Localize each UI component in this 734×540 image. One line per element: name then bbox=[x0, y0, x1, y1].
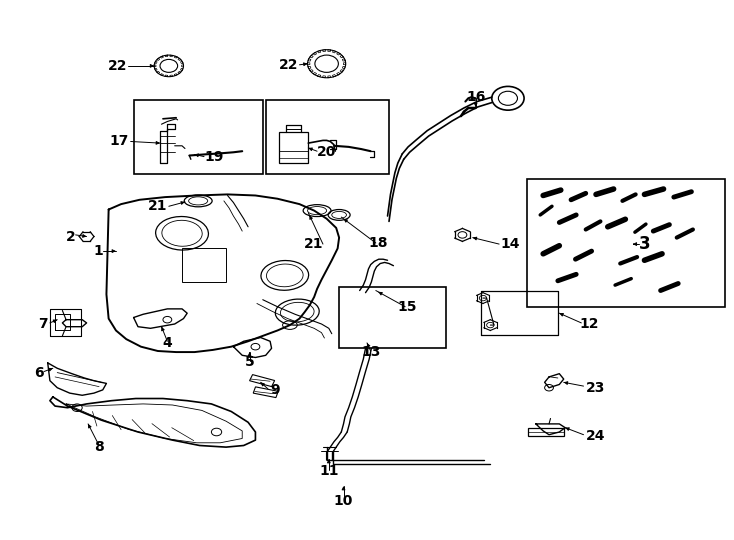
Text: 7: 7 bbox=[38, 317, 48, 331]
Text: 16: 16 bbox=[466, 90, 485, 104]
Text: 19: 19 bbox=[204, 150, 223, 164]
Bar bbox=[182, 248, 226, 282]
Text: 14: 14 bbox=[501, 237, 520, 251]
Text: 8: 8 bbox=[94, 440, 104, 454]
Text: 1: 1 bbox=[93, 244, 103, 258]
Text: 21: 21 bbox=[148, 199, 167, 213]
Bar bbox=[528, 428, 564, 436]
Text: 9: 9 bbox=[270, 383, 280, 397]
Bar bbox=[266, 100, 389, 174]
Text: 24: 24 bbox=[586, 429, 606, 443]
Bar bbox=[253, 387, 278, 397]
Text: 10: 10 bbox=[334, 494, 353, 508]
Text: 11: 11 bbox=[319, 464, 338, 478]
Text: 13: 13 bbox=[361, 345, 380, 359]
Bar bbox=[339, 287, 446, 348]
Text: 15: 15 bbox=[398, 300, 417, 314]
Text: 5: 5 bbox=[244, 355, 255, 369]
Text: 22: 22 bbox=[108, 59, 128, 73]
Bar bbox=[134, 100, 263, 174]
Text: 21: 21 bbox=[303, 237, 323, 251]
Text: 23: 23 bbox=[586, 381, 605, 395]
Text: 22: 22 bbox=[279, 58, 299, 72]
Text: 2: 2 bbox=[66, 230, 76, 244]
Text: 3: 3 bbox=[639, 235, 650, 253]
Bar bbox=[250, 375, 275, 387]
Text: 20: 20 bbox=[317, 145, 336, 159]
Bar bbox=[279, 132, 308, 163]
Text: 4: 4 bbox=[162, 336, 172, 350]
Text: 18: 18 bbox=[368, 236, 388, 250]
Text: 6: 6 bbox=[34, 366, 44, 380]
Text: 12: 12 bbox=[580, 317, 600, 331]
Text: 17: 17 bbox=[109, 134, 128, 149]
Bar bbox=[527, 179, 725, 307]
